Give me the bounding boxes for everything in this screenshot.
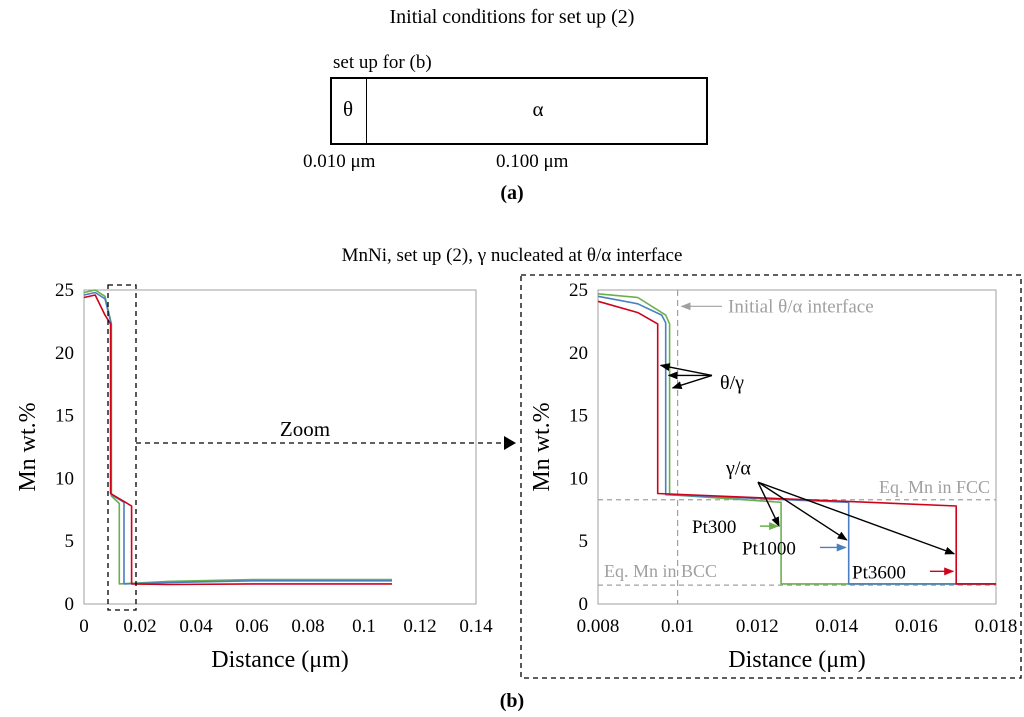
zoom-arrow-head bbox=[504, 436, 516, 450]
right-ytick-label: 15 bbox=[569, 406, 588, 427]
eq-bcc-label: Eq. Mn in BCC bbox=[604, 561, 717, 581]
right-xtick-label: 0.012 bbox=[736, 616, 779, 637]
theta-gamma-arrow-2 bbox=[673, 375, 712, 388]
gamma-alpha-label: γ/α bbox=[725, 458, 751, 480]
left-series bbox=[84, 290, 392, 585]
left-xtick-label: 0.08 bbox=[291, 616, 324, 637]
initial-interface-label: Initial θ/α interface bbox=[728, 296, 874, 317]
pt1000-label: Pt1000 bbox=[742, 538, 796, 559]
left-xtick-label: 0.06 bbox=[235, 616, 268, 637]
theta-gamma-label: θ/γ bbox=[720, 372, 744, 394]
left-xtick-label: 0.1 bbox=[352, 616, 376, 637]
left-ytick-label: 20 bbox=[55, 343, 74, 364]
right-xtick-label: 0.008 bbox=[577, 616, 620, 637]
right-xtick-label: 0.01 bbox=[661, 616, 694, 637]
left-ytick-label: 5 bbox=[65, 531, 75, 552]
right-ytick-label: 5 bbox=[579, 531, 589, 552]
left-ytick-label: 10 bbox=[55, 468, 74, 489]
right-xlabel: Distance (μm) bbox=[728, 647, 865, 673]
left-xtick-label: 0.02 bbox=[123, 616, 156, 637]
zoom-label: Zoom bbox=[280, 417, 330, 441]
left-xlabel: Distance (μm) bbox=[211, 647, 348, 673]
right-ytick-label: 0 bbox=[579, 594, 589, 615]
left-ytick-label: 0 bbox=[65, 594, 75, 615]
right-annotations: θ/γ γ/α Pt300 Pt1000 Pt3600 bbox=[661, 365, 955, 583]
right-ylabel: Mn wt.% bbox=[529, 402, 555, 491]
left-ytick-label: 25 bbox=[55, 280, 74, 301]
eq-fcc-label: Eq. Mn in FCC bbox=[879, 477, 990, 497]
left-ytick-label: 15 bbox=[55, 406, 74, 427]
right-ytick-label: 25 bbox=[569, 280, 588, 301]
left-xtick-label: 0.04 bbox=[179, 616, 213, 637]
right-xtick-label: 0.018 bbox=[975, 616, 1018, 637]
pt300-label: Pt300 bbox=[692, 517, 736, 538]
right-series-pt3600 bbox=[598, 301, 996, 584]
left-series-pt1000 bbox=[84, 293, 392, 584]
right-xtick-label: 0.016 bbox=[895, 616, 938, 637]
panel-label-b: (b) bbox=[0, 690, 1024, 713]
left-xtick-label: 0 bbox=[79, 616, 89, 637]
left-xtick-label: 0.12 bbox=[403, 616, 436, 637]
left-series-pt300 bbox=[84, 290, 392, 584]
right-series bbox=[598, 294, 996, 584]
right-xtick-label: 0.014 bbox=[815, 616, 858, 637]
left-ylabel: Mn wt.% bbox=[15, 402, 41, 491]
right-ytick-label: 20 bbox=[569, 343, 588, 364]
pt3600-label: Pt3600 bbox=[852, 562, 906, 583]
left-xtick-label: 0.14 bbox=[459, 616, 493, 637]
right-ytick-label: 10 bbox=[569, 468, 588, 489]
theta-gamma-arrow-0 bbox=[661, 365, 712, 375]
left-series-pt3600 bbox=[84, 295, 392, 585]
left-plot-frame bbox=[84, 290, 476, 604]
